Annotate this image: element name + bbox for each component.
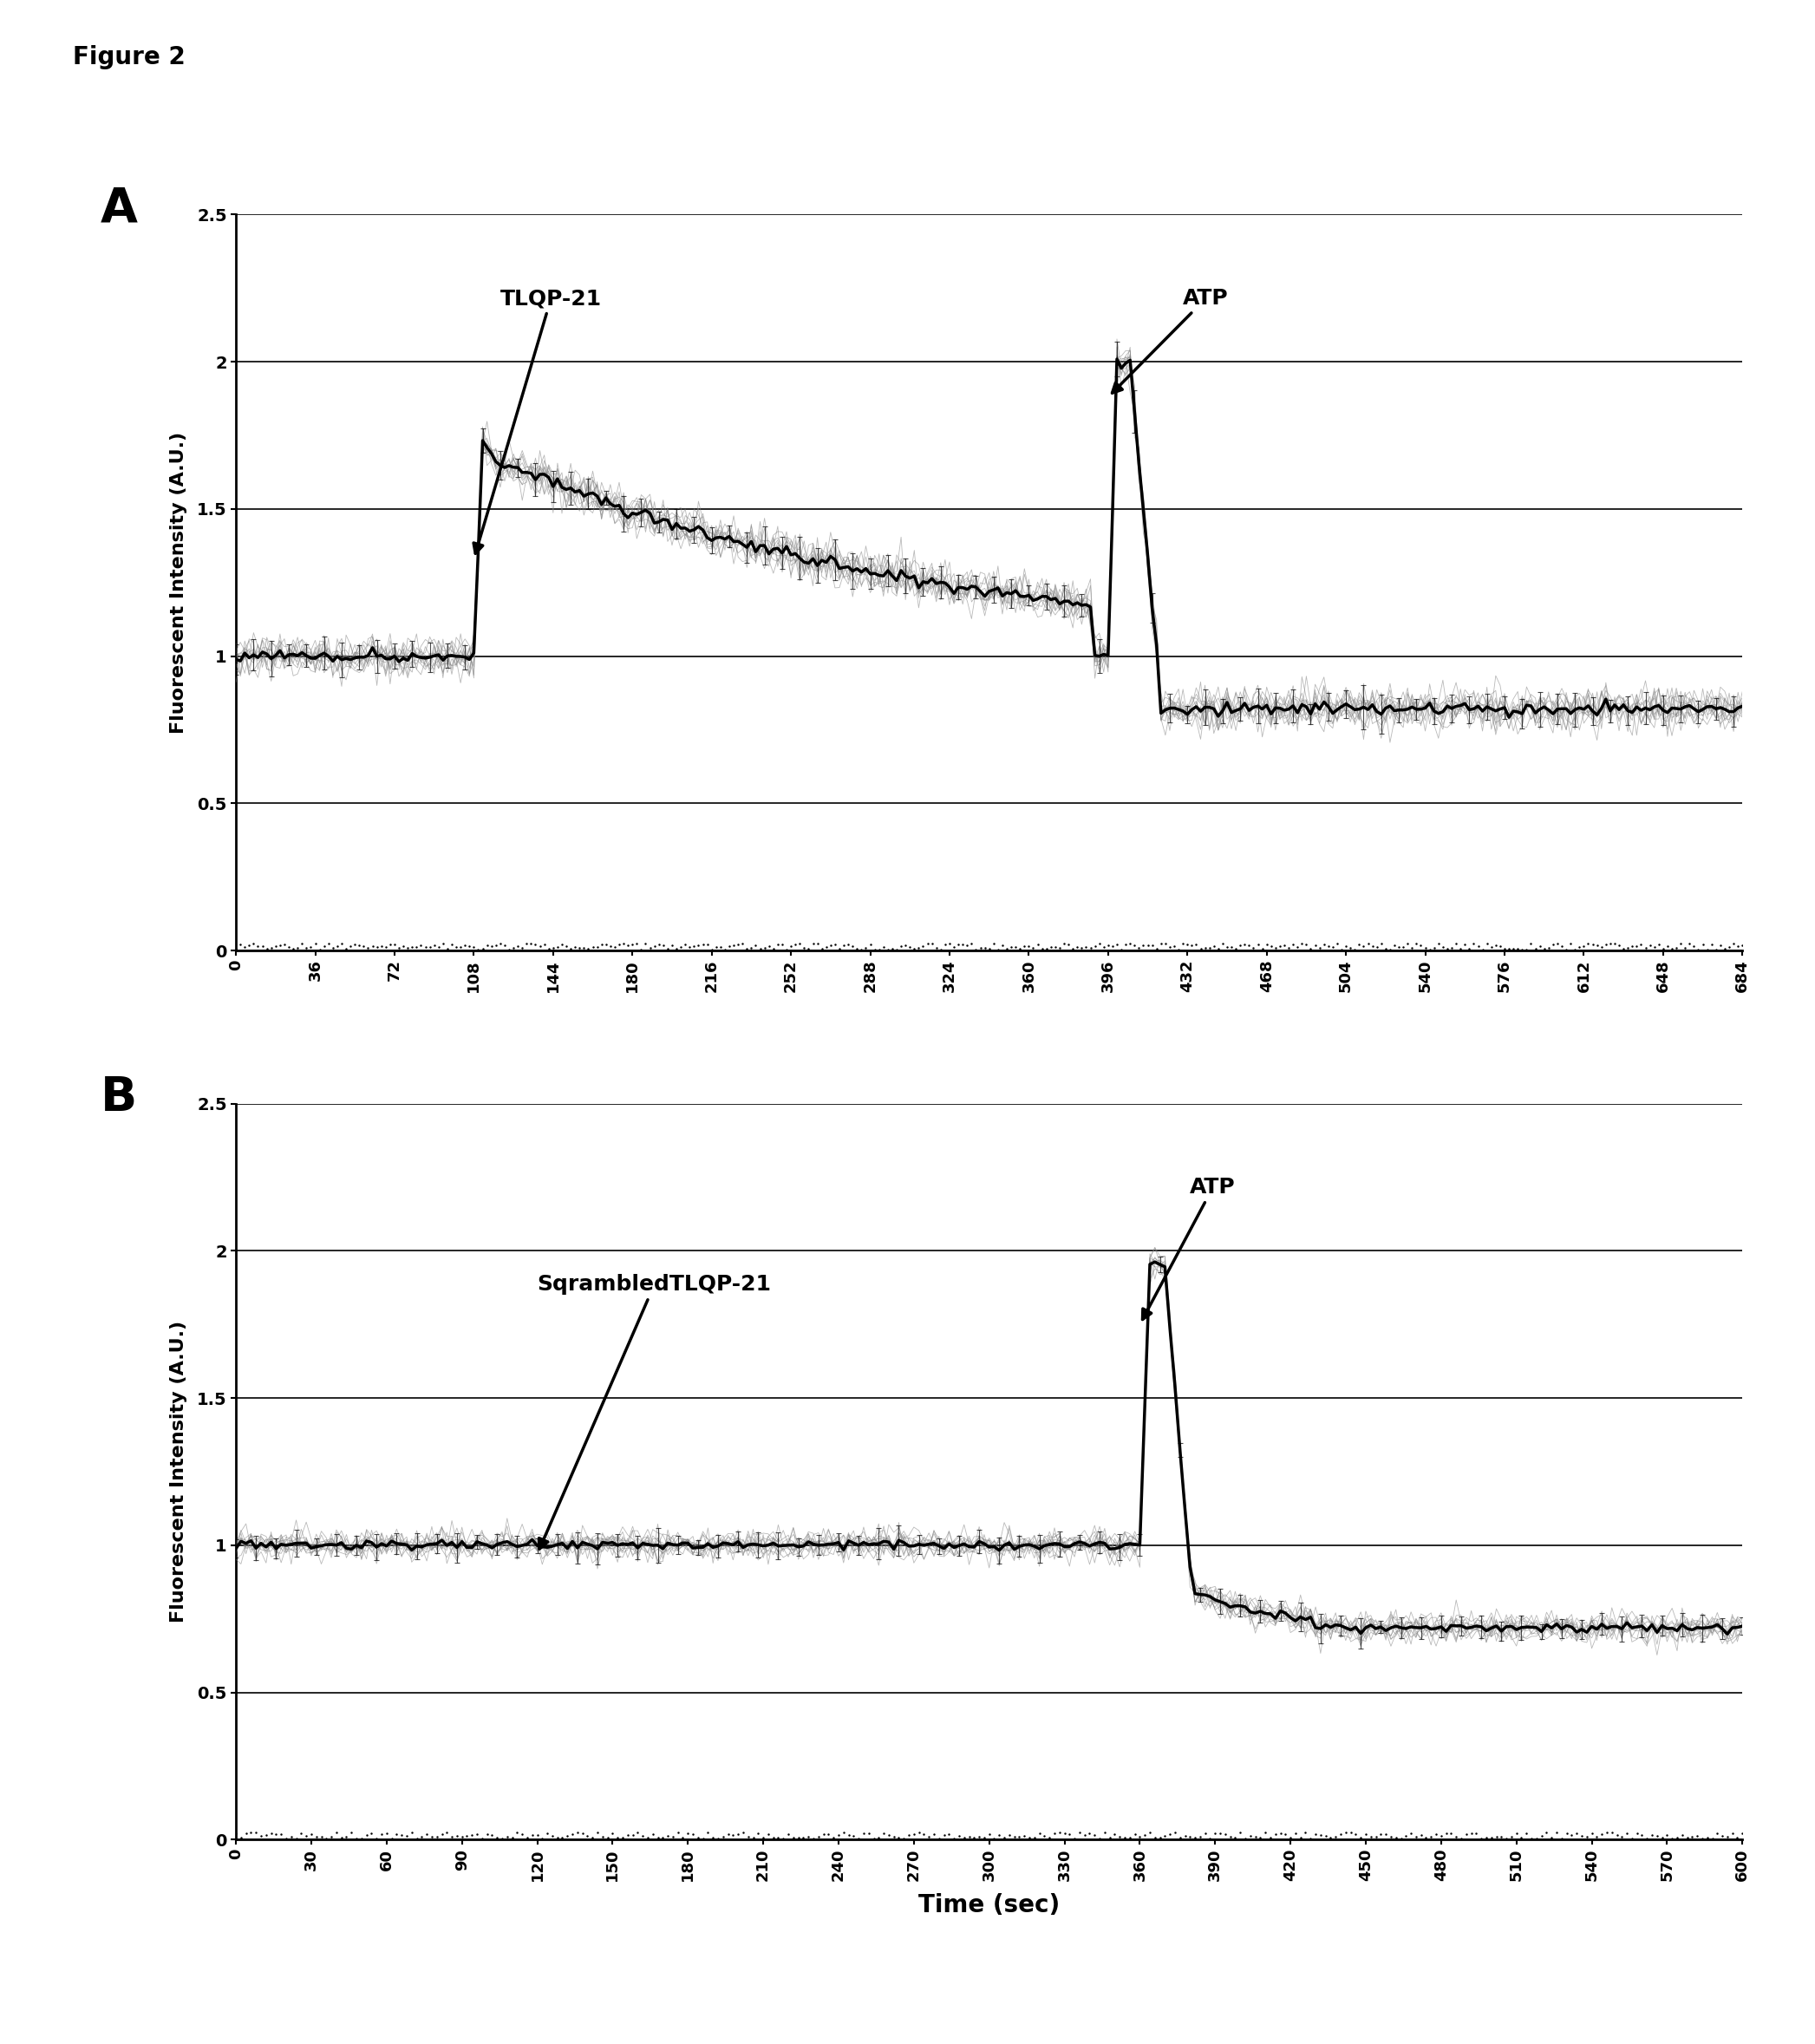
- Y-axis label: Fluorescent Intensity (A.U.): Fluorescent Intensity (A.U.): [171, 1320, 187, 1623]
- X-axis label: Time (sec): Time (sec): [918, 1893, 1060, 1917]
- Text: TLQP-21: TLQP-21: [474, 288, 603, 554]
- Text: B: B: [100, 1075, 136, 1122]
- Text: A: A: [100, 186, 138, 233]
- Y-axis label: Fluorescent Intensity (A.U.): Fluorescent Intensity (A.U.): [171, 431, 187, 734]
- Text: SqrambledTLQP-21: SqrambledTLQP-21: [537, 1273, 771, 1549]
- Text: Figure 2: Figure 2: [73, 45, 185, 69]
- Text: ATP: ATP: [1113, 288, 1229, 392]
- Text: ATP: ATP: [1142, 1177, 1236, 1320]
